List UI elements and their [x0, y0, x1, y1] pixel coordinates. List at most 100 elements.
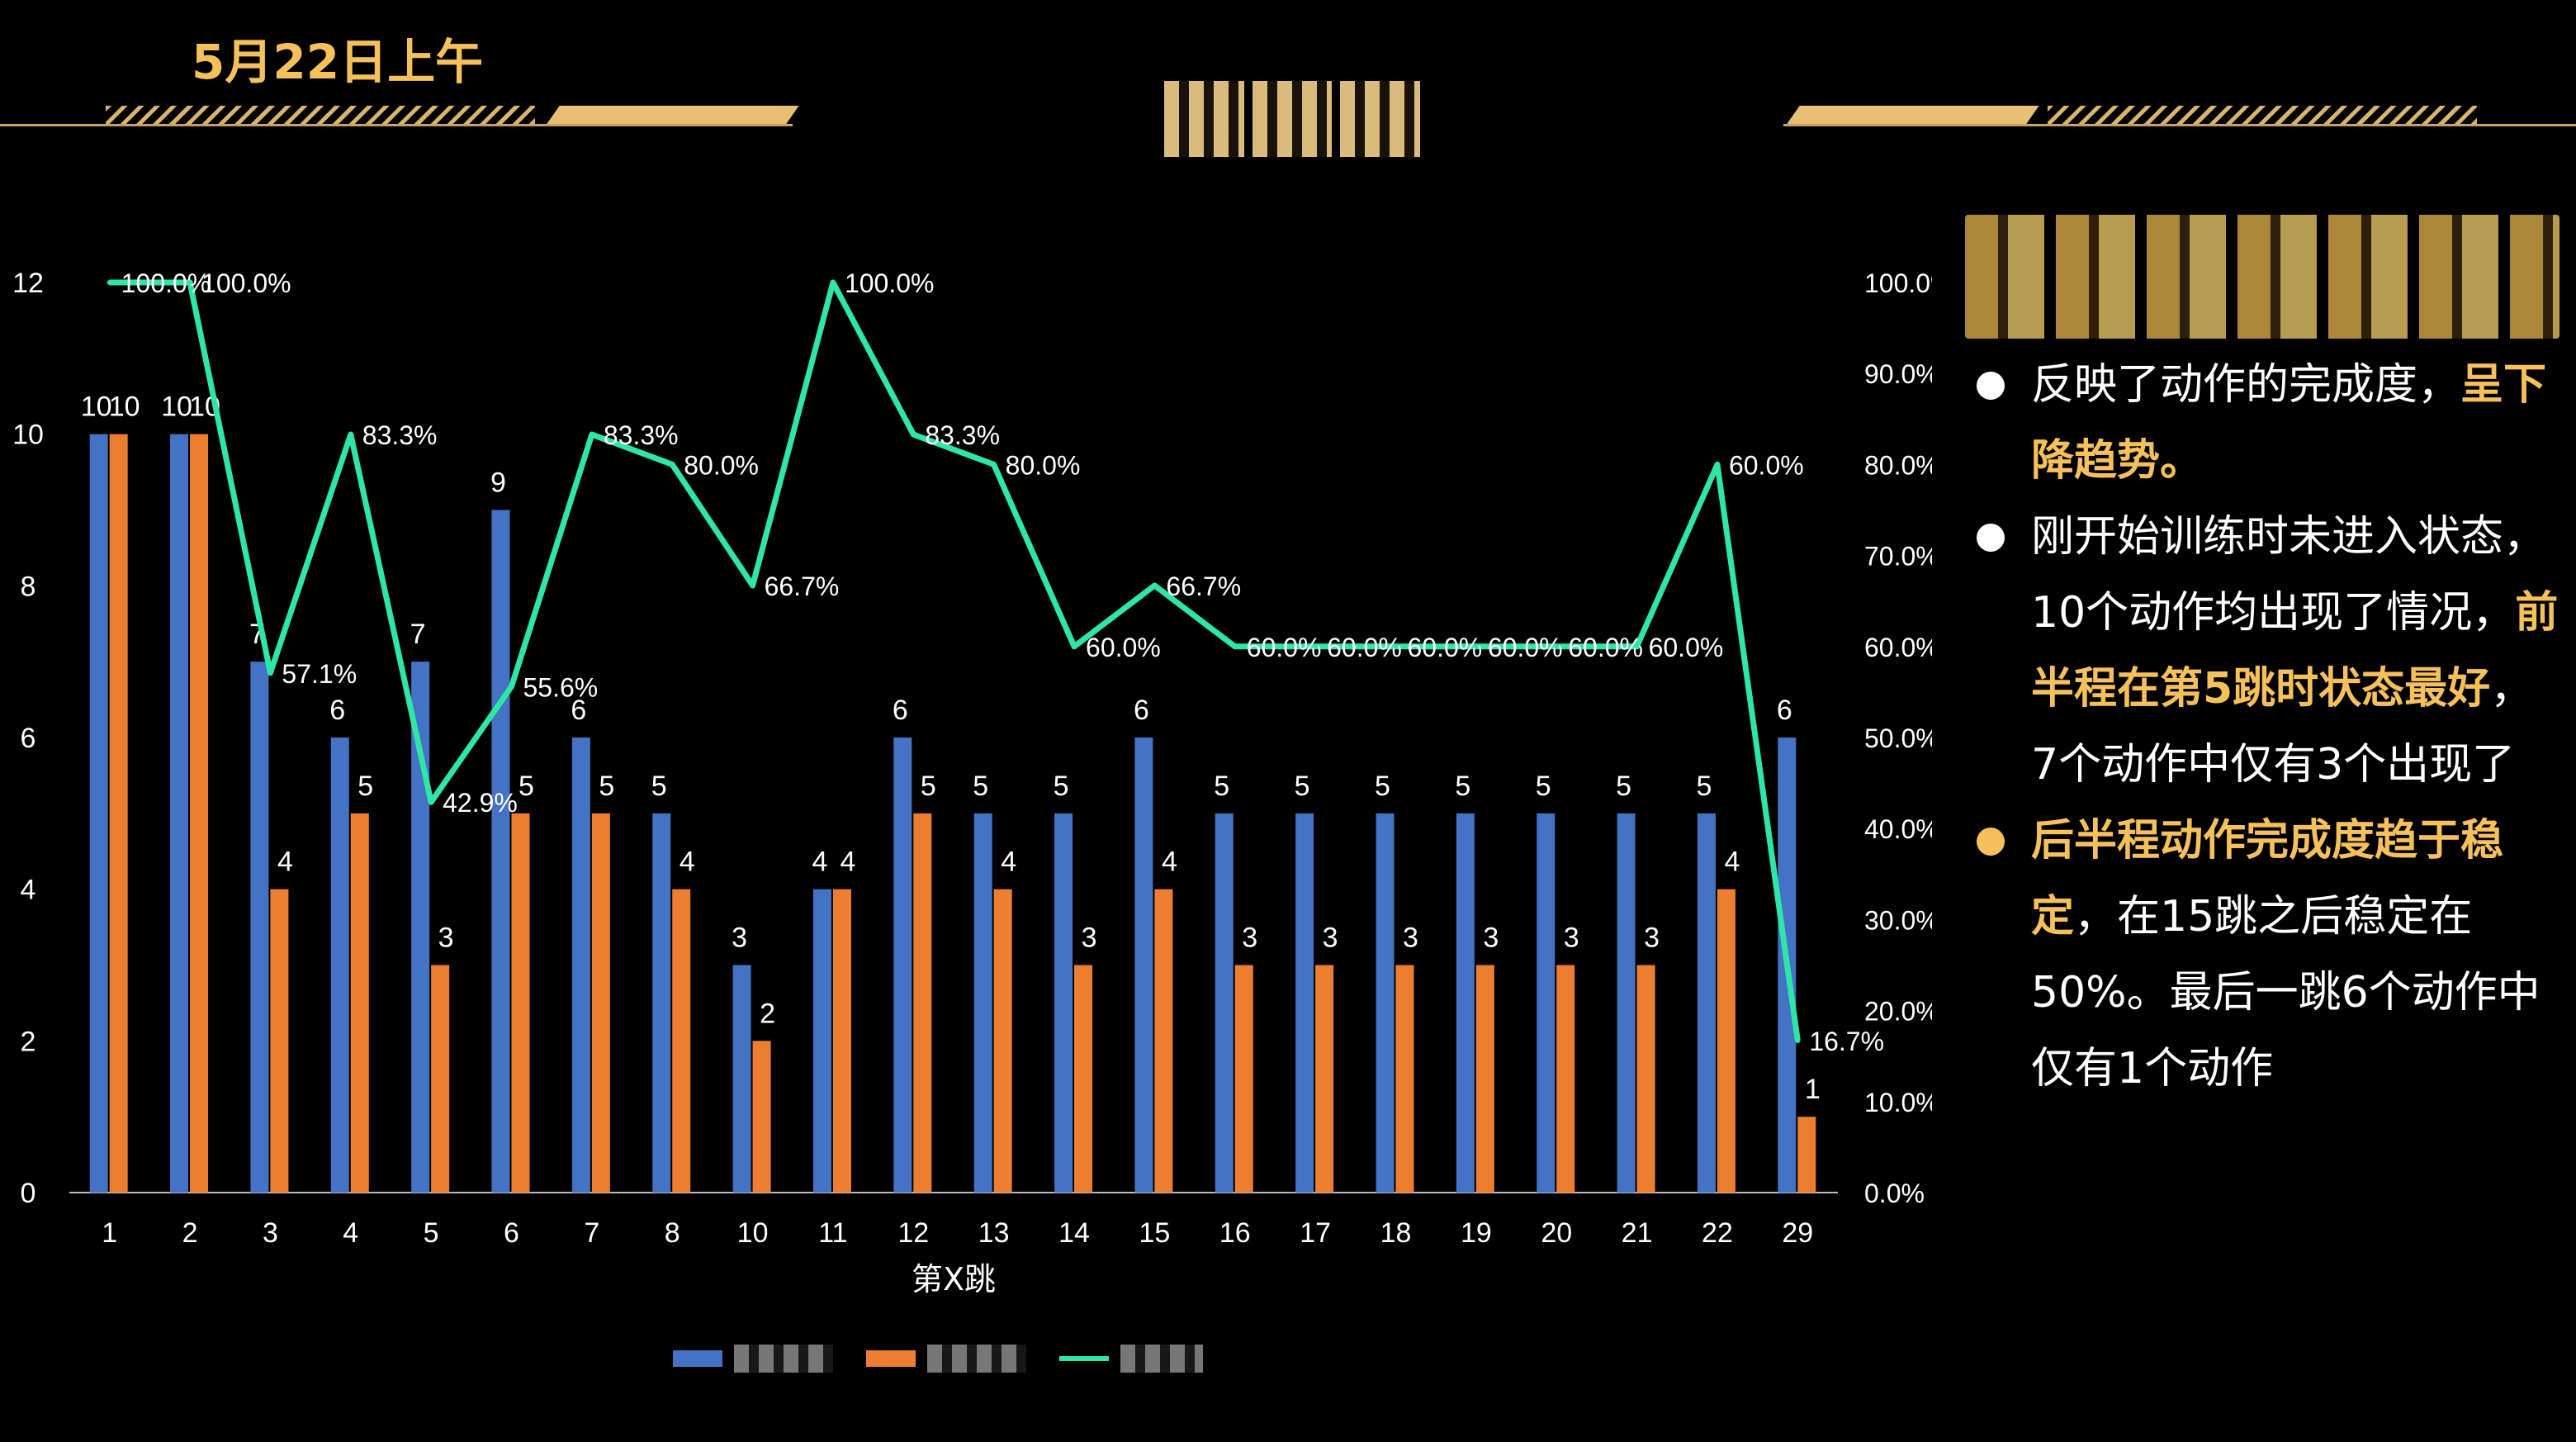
bar-value-label: 5: [973, 771, 988, 802]
bar-value-label: 5: [358, 771, 373, 802]
bar-value-label: 5: [651, 771, 667, 802]
bar: [973, 813, 992, 1193]
bar-value-label: 3: [1483, 923, 1499, 954]
bar-value-label: 10: [161, 391, 192, 423]
y2-tick-label: 50.0%: [1864, 723, 1932, 753]
y2-tick-label: 30.0%: [1864, 905, 1932, 935]
x-tick-label: 3: [263, 1217, 278, 1249]
note-text: 前半程在第5跳时状态最好: [2031, 588, 2559, 714]
note-text: 情况，: [2386, 588, 2516, 638]
bar-value-label: 5: [1455, 771, 1470, 802]
line-point: [830, 280, 836, 285]
bar: [1234, 965, 1253, 1193]
bar-value-label: 1: [1805, 1074, 1821, 1105]
bar-value-label: 6: [329, 695, 345, 726]
note-item: 后半程动作完成度趋于稳定，在15跳之后稳定在50%。最后一跳6个动作中仅有1个动…: [1965, 803, 2559, 1107]
note-text: 稳定在50%。最后一跳6个动作中仅有1个动作: [2031, 892, 2540, 1093]
bar-value-label: 6: [893, 695, 908, 726]
y-tick-label: 2: [21, 1026, 36, 1057]
bar-value-label: 4: [1724, 847, 1740, 878]
line-point: [1473, 643, 1479, 649]
left-accent-bar: [547, 106, 799, 124]
bar-value-label: 10: [81, 391, 112, 423]
bar: [893, 738, 912, 1193]
y-tick-label: 6: [21, 723, 36, 754]
bar-value-label: 5: [1696, 771, 1712, 802]
line-point: [1393, 643, 1399, 649]
bar-value-label: 4: [812, 847, 827, 878]
bar-value-label: 6: [1777, 695, 1792, 726]
legend-swatch-orange: [866, 1350, 916, 1367]
bar: [1295, 813, 1314, 1193]
bar: [1717, 889, 1735, 1193]
y2-tick-label: 40.0%: [1864, 814, 1932, 844]
legend-item-orange: [866, 1345, 1026, 1373]
bar-value-label: 6: [571, 695, 586, 726]
x-tick-label: 17: [1300, 1217, 1331, 1249]
bar-line-chart: 0246810120.0%10.0%20.0%30.0%40.0%50.0%60…: [12, 268, 1932, 1297]
note-text: 刚开始训练时未进入状态，10个动作均出现了: [2031, 512, 2547, 638]
line-point: [911, 432, 916, 438]
x-tick-label: 21: [1622, 1217, 1653, 1249]
completion-rate-line: [109, 279, 1801, 1041]
x-tick-label: 20: [1541, 1217, 1572, 1249]
bar-value-label: 2: [760, 998, 775, 1029]
bar: [812, 889, 831, 1193]
y-tick-label: 12: [12, 268, 44, 299]
notes-panel: 反映了动作的完成度，呈下降趋势。 刚开始训练时未进入状态，10个动作均出现了情况，…: [1965, 215, 2559, 1107]
note-item: 刚开始训练时未进入状态，10个动作均出现了情况，前半程在第5跳时状态最好，7个动…: [1965, 499, 2559, 803]
x-tick-label: 4: [343, 1217, 358, 1249]
note-text: 呈下降趋势。: [2031, 360, 2547, 486]
line-value-label: 100.0%: [845, 268, 935, 298]
left-stripes: [106, 106, 535, 124]
left-divider-line: [0, 124, 793, 126]
line-point: [107, 280, 112, 285]
note-list: 反映了动作的完成度，呈下降趋势。 刚开始训练时未进入状态，10个动作均出现了情况，…: [1965, 347, 2559, 1107]
note-text: ，7个动作中仅有3个出现了: [2031, 664, 2534, 790]
bar-value-label: 3: [732, 923, 747, 954]
bar: [1636, 965, 1655, 1193]
line-point: [509, 684, 514, 690]
x-tick-label: 13: [978, 1217, 1010, 1249]
bar: [1054, 813, 1073, 1193]
line-value-label: 42.9%: [443, 788, 518, 818]
line-point: [268, 670, 273, 676]
line-value-label: 83.3%: [362, 420, 438, 450]
bar: [591, 813, 610, 1193]
bar: [571, 738, 590, 1193]
bar: [511, 813, 530, 1193]
bar: [652, 813, 671, 1193]
bar-value-label: 4: [840, 847, 855, 878]
main-title-pixelated: [1164, 81, 1421, 157]
bar-value-label: 5: [1214, 771, 1229, 802]
bar: [491, 510, 510, 1193]
bar-value-label: 4: [1162, 847, 1177, 878]
bar-value-label: 4: [277, 847, 293, 878]
line-value-label: 60.0%: [1327, 633, 1402, 662]
x-tick-label: 18: [1380, 1217, 1412, 1249]
bar-value-label: 3: [1242, 923, 1257, 954]
x-tick-label: 14: [1058, 1217, 1090, 1249]
y2-tick-label: 0.0%: [1864, 1179, 1925, 1208]
bar: [1697, 813, 1716, 1193]
legend-item-blue: [673, 1345, 833, 1373]
bar-value-label: 5: [1616, 771, 1631, 802]
bar: [1134, 738, 1153, 1193]
bullet-dot-icon: [1977, 372, 2005, 400]
bar: [109, 434, 128, 1193]
bar-value-label: 7: [410, 619, 426, 650]
legend-item-green: [1059, 1345, 1203, 1373]
y-tick-label: 0: [21, 1178, 36, 1209]
date-title: 5月22日上午: [192, 34, 484, 90]
line-point: [589, 432, 594, 438]
line-point: [1072, 643, 1077, 649]
bar-value-label: 3: [1323, 923, 1338, 954]
line-point: [1152, 582, 1158, 588]
bar: [1074, 965, 1093, 1193]
line-value-label: 60.0%: [1488, 633, 1563, 662]
x-tick-label: 7: [584, 1217, 599, 1249]
bar-value-label: 5: [599, 771, 614, 802]
chart-legend: [673, 1345, 1203, 1373]
bar: [411, 662, 430, 1193]
x-tick-label: 19: [1461, 1217, 1492, 1249]
